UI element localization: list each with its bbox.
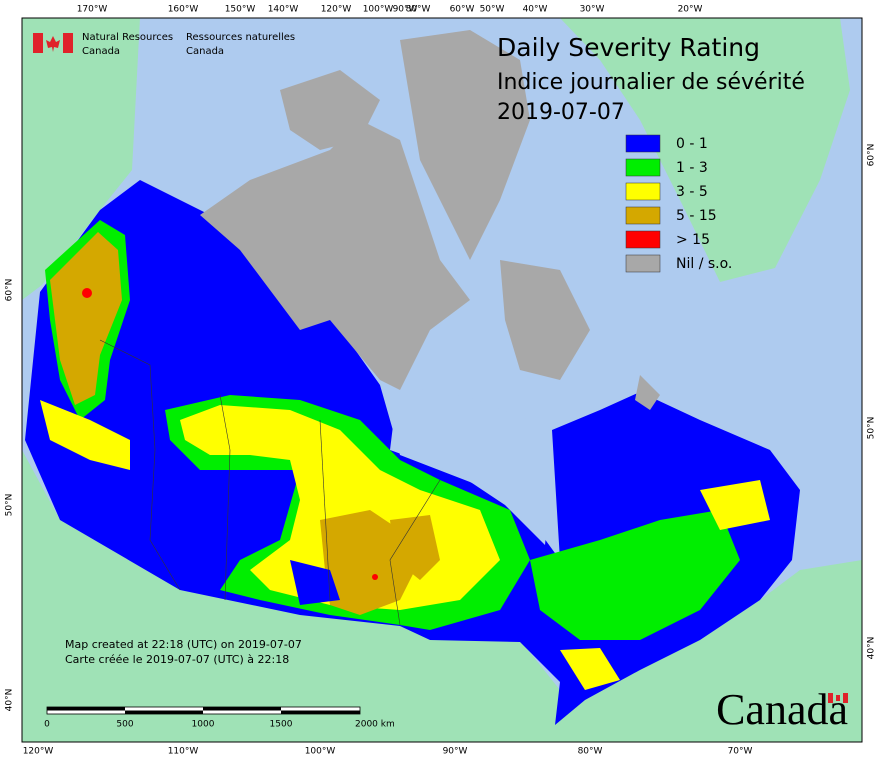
scale-label: 0 <box>44 720 50 730</box>
graticule-label: 120°W <box>23 747 54 757</box>
agency-fr: Ressources naturelles <box>186 32 295 43</box>
graticule-label: 80°W <box>406 5 431 15</box>
graticule-label: 150°W <box>225 5 256 15</box>
wordmark: Canada <box>716 685 848 734</box>
legend-swatch <box>625 158 661 177</box>
legend-swatch <box>625 206 661 225</box>
legend-label: 1 - 3 <box>676 160 708 176</box>
graticule-label: 100°W <box>363 5 394 15</box>
agency-en: Canada <box>82 46 120 57</box>
legend-swatch <box>625 182 661 201</box>
graticule-label: 110°W <box>168 747 199 757</box>
graticule-label: 160°W <box>168 5 199 15</box>
graticule-label: 120°W <box>321 5 352 15</box>
greenland <box>560 18 850 282</box>
map-border <box>21 17 863 743</box>
graticule-label: 40°N <box>867 637 877 660</box>
note: Carte créée le 2019-07-07 (UTC) à 22:18 <box>65 653 289 666</box>
agency-en: Natural Resources <box>82 32 173 43</box>
graticule-label: 40°N <box>5 689 15 712</box>
legend-swatch <box>625 254 661 273</box>
legend-swatch <box>625 230 661 249</box>
graticule-label: 50°W <box>480 5 505 15</box>
graticule-label: 30°W <box>580 5 605 15</box>
legend-label: 3 - 5 <box>676 184 708 200</box>
graticule-label: 60°N <box>5 279 15 302</box>
dsr-fill <box>40 220 770 690</box>
graticule-label: 70°W <box>728 747 753 757</box>
wordmark-flag <box>828 693 848 703</box>
graticule-label: 90°W <box>443 747 468 757</box>
logo <box>33 33 73 53</box>
scale-label: 500 <box>116 720 133 730</box>
legend-label: Nil / s.o. <box>676 256 732 272</box>
note: Map created at 22:18 (UTC) on 2019-07-07 <box>65 638 302 651</box>
graticule-label: 40°W <box>523 5 548 15</box>
scale-label: 1500 <box>270 720 293 730</box>
agency-fr: Canada <box>186 46 224 57</box>
dsr-hotspot <box>82 288 92 298</box>
legend-swatch <box>625 134 661 153</box>
scale-label: 2000 km <box>355 720 395 730</box>
graticule-label: 140°W <box>268 5 299 15</box>
map-body <box>22 18 862 742</box>
legend-label: 0 - 1 <box>676 136 708 152</box>
graticule-label: 90°W <box>393 5 418 15</box>
scale-label: 1000 <box>192 720 215 730</box>
borders <box>99 339 441 626</box>
graticule-label: 60°N <box>867 144 877 167</box>
graticule-label: 170°W <box>77 5 108 15</box>
graticule-label: 80°W <box>578 747 603 757</box>
arctic-nil <box>200 30 660 410</box>
graticule-label: 60°W <box>450 5 475 15</box>
title-date: 2019-07-07 <box>497 100 625 125</box>
graticule-label: 50°N <box>867 417 877 440</box>
title-en: Daily Severity Rating <box>497 33 760 62</box>
graticule-label: 50°N <box>5 494 15 517</box>
graticule-label: 20°W <box>678 5 703 15</box>
legend-label: > 15 <box>676 232 710 248</box>
scale-bar <box>46 706 361 715</box>
usa <box>22 450 862 742</box>
hudson-bay <box>390 385 552 545</box>
legend-label: 5 - 15 <box>676 208 717 224</box>
dsr-hotspot <box>372 574 378 580</box>
annotations: Natural Resources Canada Ressources nature… <box>5 5 877 757</box>
alaska <box>22 18 140 300</box>
title-fr: Indice journalier de sévérité <box>497 70 805 95</box>
graticule-label: 100°W <box>305 747 336 757</box>
